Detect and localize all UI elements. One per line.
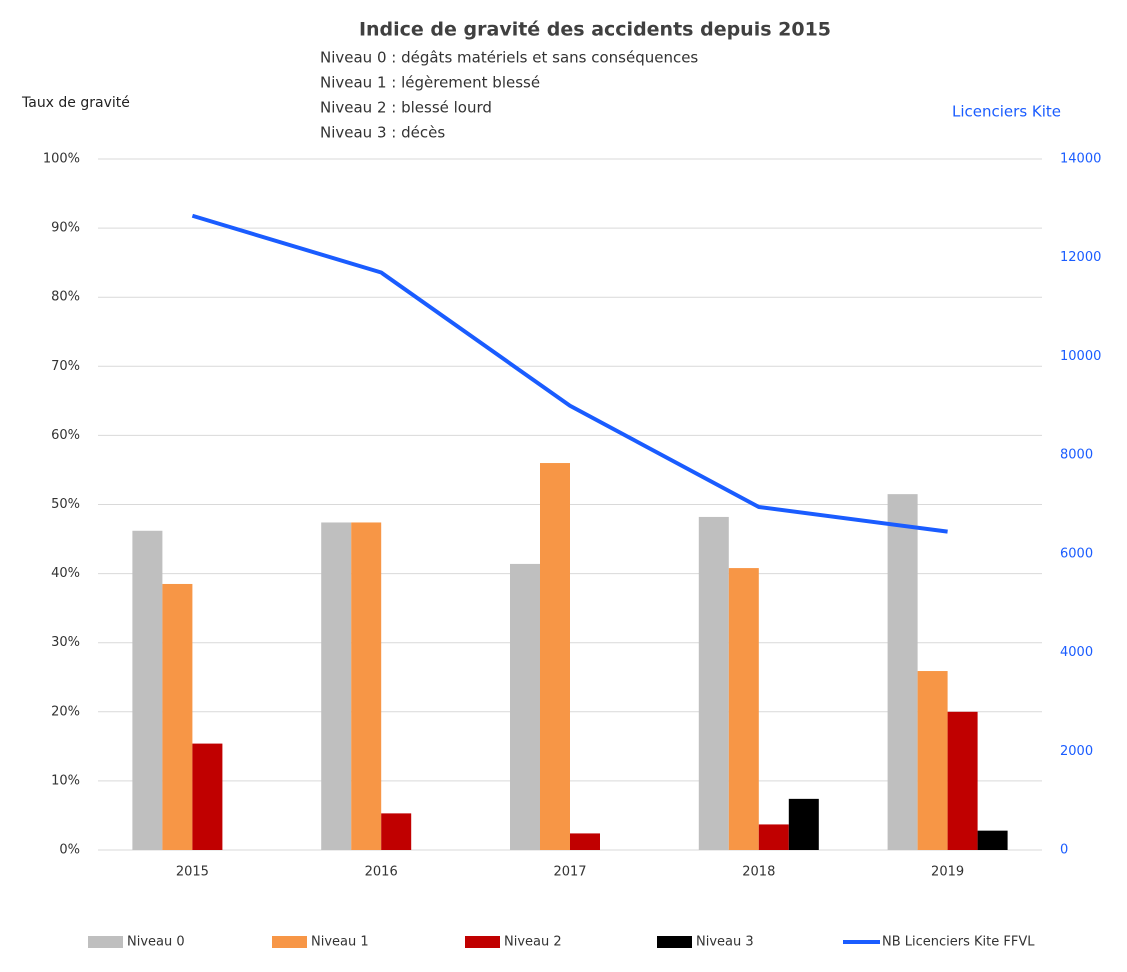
- bar: [570, 833, 600, 850]
- y-tick-label: 60%: [51, 428, 80, 443]
- y-tick-label: 70%: [51, 359, 80, 374]
- y2-tick-label: 12000: [1060, 250, 1101, 265]
- y-tick-label: 80%: [51, 290, 80, 305]
- x-tick-label: 2019: [931, 865, 964, 880]
- y2-axis-label: Licenciers Kite: [952, 103, 1061, 121]
- y2-tick-label: 4000: [1060, 645, 1093, 660]
- bar: [887, 494, 918, 850]
- bar: [510, 563, 540, 850]
- y2-tick-label: 6000: [1060, 546, 1093, 561]
- bar: [728, 568, 759, 850]
- legend-label: NB Licenciers Kite FFVL: [882, 935, 1035, 950]
- y2-tick-label: 10000: [1060, 349, 1101, 364]
- note: Niveau 0 : dégâts matériels et sans cons…: [320, 49, 698, 67]
- bar: [132, 530, 163, 850]
- y2-tick-label: 0: [1060, 843, 1068, 858]
- legend-swatch: [465, 936, 500, 948]
- note: Niveau 3 : décès: [320, 124, 445, 142]
- y-tick-label: 100%: [43, 152, 80, 167]
- x-tick-label: 2018: [742, 865, 775, 880]
- bar: [788, 798, 819, 850]
- y-tick-label: 40%: [51, 566, 80, 581]
- legend-swatch: [88, 936, 123, 948]
- x-tick-label: 2017: [553, 865, 586, 880]
- bar: [351, 522, 382, 850]
- legend-label: Niveau 3: [696, 935, 754, 950]
- bar: [321, 522, 352, 850]
- note: Niveau 1 : légèrement blessé: [320, 74, 540, 92]
- y-tick-label: 30%: [51, 635, 80, 650]
- legend-label: Niveau 2: [504, 935, 562, 950]
- y2-tick-label: 8000: [1060, 448, 1093, 463]
- bar: [947, 711, 978, 850]
- y-tick-label: 10%: [51, 773, 80, 788]
- bar: [381, 813, 412, 850]
- y-tick-label: 0%: [59, 843, 80, 858]
- y-tick-label: 50%: [51, 497, 80, 512]
- chart-title: Indice de gravité des accidents depuis 2…: [359, 19, 831, 41]
- y-axis-label: Taux de gravité: [21, 95, 130, 111]
- bar: [192, 743, 223, 850]
- x-tick-label: 2015: [176, 865, 209, 880]
- line: [191, 213, 948, 534]
- bar: [162, 583, 193, 850]
- y-tick-label: 90%: [51, 221, 80, 236]
- bar: [758, 824, 789, 850]
- bar: [977, 830, 1008, 850]
- bar: [540, 463, 570, 850]
- y-tick-label: 20%: [51, 704, 80, 719]
- note: Niveau 2 : blessé lourd: [320, 99, 492, 117]
- legend-swatch: [657, 936, 692, 948]
- legend-swatch: [272, 936, 307, 948]
- legend-label: Niveau 1: [311, 935, 369, 950]
- y2-tick-label: 14000: [1060, 152, 1101, 167]
- legend-label: Niveau 0: [127, 935, 185, 950]
- bar: [917, 671, 948, 850]
- y2-tick-label: 2000: [1060, 744, 1093, 759]
- x-tick-label: 2016: [365, 865, 398, 880]
- bar: [698, 516, 729, 850]
